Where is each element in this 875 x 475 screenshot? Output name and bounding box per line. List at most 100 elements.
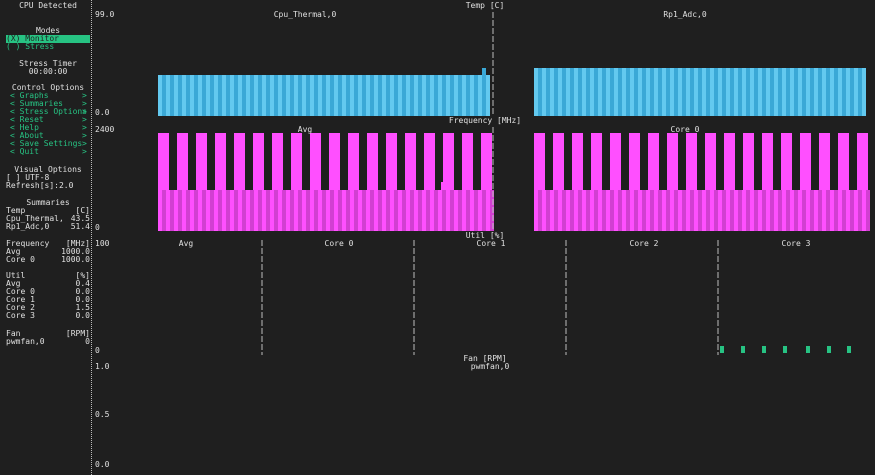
freq-bar-peak xyxy=(196,133,207,190)
temp-bar xyxy=(386,75,390,116)
summary-freq-unit: [MHz] xyxy=(65,239,90,248)
temp-bar xyxy=(286,75,290,116)
freq-bar-base xyxy=(706,190,710,231)
freq-bar-base xyxy=(314,190,318,231)
freq-bar-base xyxy=(618,190,622,231)
control-option-item[interactable]: < Graphs xyxy=(10,91,49,100)
temp-bar xyxy=(330,75,334,116)
freq-bar-base xyxy=(462,190,466,231)
temp-bar xyxy=(466,75,470,116)
control-option-arrow[interactable]: > xyxy=(82,107,87,116)
temp-bar xyxy=(326,75,330,116)
control-option-arrow[interactable]: > xyxy=(82,91,87,100)
freq-bar-base xyxy=(678,190,682,231)
freq-bar-base xyxy=(718,190,722,231)
util-y-max: 100 xyxy=(95,239,110,248)
control-option-item[interactable]: < Summaries xyxy=(10,99,63,108)
freq-bar-bump xyxy=(441,182,445,190)
freq-bar-base xyxy=(534,190,538,231)
temp-bar xyxy=(450,75,454,116)
freq-bar-base xyxy=(234,190,238,231)
freq-bar-base xyxy=(474,190,478,231)
control-option-arrow[interactable]: > xyxy=(82,139,87,148)
freq-bar-base xyxy=(626,190,630,231)
freq-bar-base xyxy=(770,190,774,231)
freq-bar-base xyxy=(266,190,270,231)
freq-series-core0: Core 0 xyxy=(670,125,700,134)
control-option-item[interactable]: < Quit xyxy=(10,147,39,156)
freq-bar-peak xyxy=(838,133,849,190)
temp-bar xyxy=(662,68,666,116)
freq-bar-base xyxy=(630,190,634,231)
refresh-rate-field[interactable]: Refresh[s]:2.0 xyxy=(6,181,74,190)
temp-bar xyxy=(586,68,590,116)
freq-bar-base xyxy=(386,190,390,231)
utf8-checkbox[interactable]: [ ] UTF-8 xyxy=(6,173,50,182)
freq-bar-base xyxy=(554,190,558,231)
freq-bar-base xyxy=(774,190,778,231)
control-option-item[interactable]: < Help xyxy=(10,123,39,132)
fan-y-max: 1.0 xyxy=(95,362,110,371)
temp-bar xyxy=(270,75,274,116)
temp-bar xyxy=(834,68,838,116)
stress-radio[interactable]: ( ) Stress xyxy=(6,42,55,51)
temp-bar xyxy=(666,68,670,116)
temp-bar xyxy=(190,75,194,116)
control-option-item[interactable]: < Reset xyxy=(10,115,44,124)
freq-bar-base xyxy=(594,190,598,231)
freq-bar-base xyxy=(734,190,738,231)
temp-bar xyxy=(370,75,374,116)
temp-bar xyxy=(250,75,254,116)
temp-bar xyxy=(654,68,658,116)
summary-row-name: Avg xyxy=(6,279,21,288)
freq-bar-base xyxy=(638,190,642,231)
freq-bar-base xyxy=(158,190,162,231)
temp-bar xyxy=(218,75,222,116)
freq-bar-base xyxy=(334,190,338,231)
control-option-item[interactable]: < About xyxy=(10,131,44,140)
freq-bar-base xyxy=(378,190,382,231)
control-option-arrow[interactable]: > xyxy=(82,123,87,132)
control-option-arrow[interactable]: > xyxy=(82,147,87,156)
temp-bar xyxy=(262,75,266,116)
temp-bar xyxy=(366,75,370,116)
temp-bar xyxy=(402,75,406,116)
freq-bar-base xyxy=(330,190,334,231)
freq-bar-base xyxy=(414,190,418,231)
freq-bar-peak xyxy=(158,133,169,190)
freq-bar-base xyxy=(182,190,186,231)
temp-bar xyxy=(746,68,750,116)
freq-bar-base xyxy=(586,190,590,231)
freq-bar-base xyxy=(194,190,198,231)
control-option-arrow[interactable]: > xyxy=(82,115,87,124)
temp-bar xyxy=(762,68,766,116)
fan-graph-title: Fan [RPM] xyxy=(463,354,507,363)
freq-bar-base xyxy=(742,190,746,231)
temp-bar xyxy=(842,68,846,116)
freq-bar-base xyxy=(686,190,690,231)
freq-bar-base xyxy=(358,190,362,231)
temp-bar xyxy=(198,75,202,116)
freq-bar-base xyxy=(214,190,218,231)
util-y-min: 0 xyxy=(95,346,100,355)
freq-bar-base xyxy=(590,190,594,231)
control-option-arrow[interactable]: > xyxy=(82,131,87,140)
monitor-radio[interactable]: (X) Monitor xyxy=(6,35,90,43)
control-option-arrow[interactable]: > xyxy=(82,99,87,108)
summary-fan-label: Fan xyxy=(6,329,21,338)
freq-bar-base xyxy=(622,190,626,231)
control-option-item[interactable]: < Stress Options xyxy=(10,107,88,116)
freq-bar-base xyxy=(258,190,262,231)
freq-bar-base xyxy=(178,190,182,231)
temp-bar xyxy=(314,75,318,116)
summary-row-value: 0 xyxy=(85,337,90,346)
freq-bar-peak xyxy=(462,133,473,190)
freq-bar-peak xyxy=(234,133,245,190)
freq-bar-base xyxy=(754,190,758,231)
temp-bar xyxy=(590,68,594,116)
control-option-item[interactable]: < Save Settings xyxy=(10,139,83,148)
sidebar-divider xyxy=(91,0,92,475)
freq-bar-base xyxy=(570,190,574,231)
freq-bar-base xyxy=(338,190,342,231)
summary-row-name: pwmfan,0 xyxy=(6,337,45,346)
